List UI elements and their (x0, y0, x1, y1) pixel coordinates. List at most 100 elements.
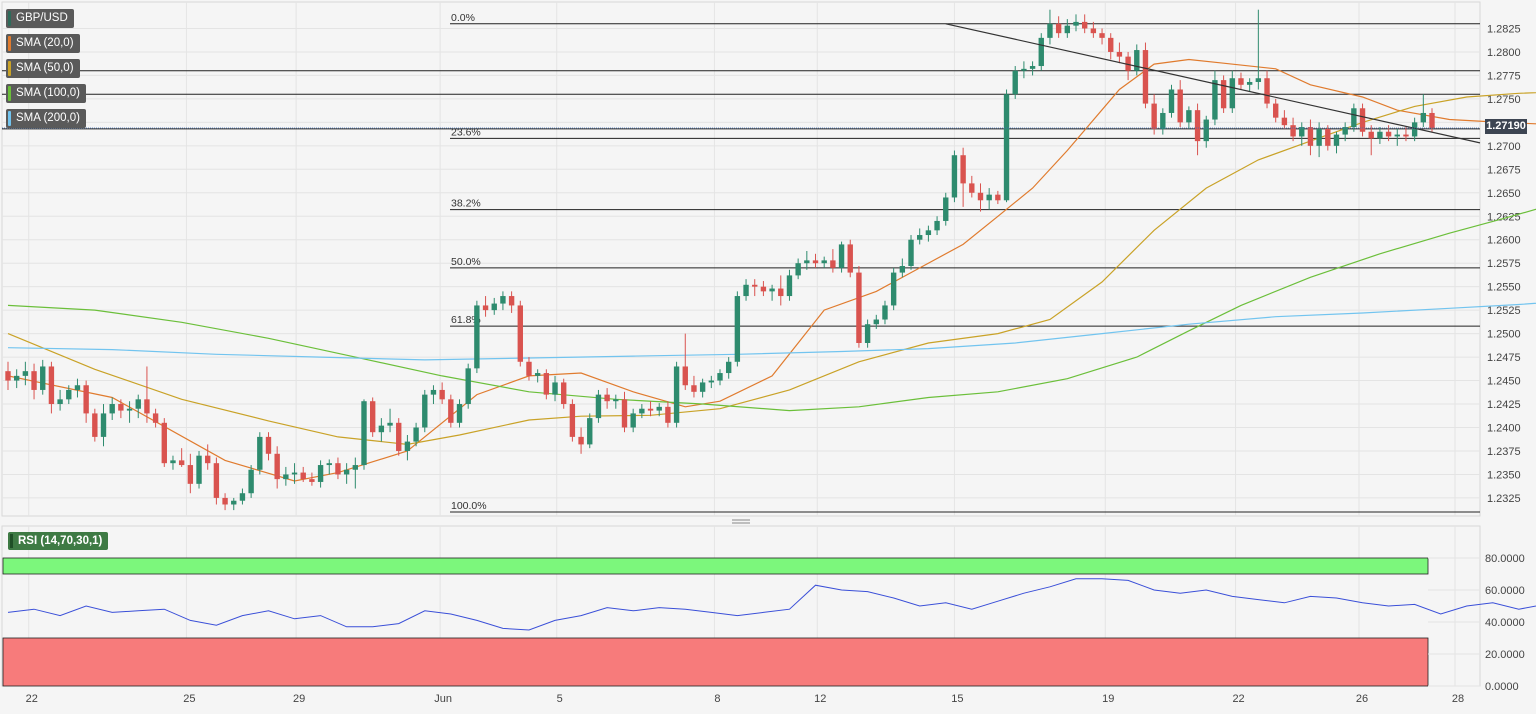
fibonacci-level-label: 38.2% (451, 198, 481, 210)
candle-body (1246, 81, 1253, 85)
candle-body (335, 463, 341, 475)
candle-body (1394, 134, 1400, 137)
candle-body (387, 422, 393, 426)
candle-body (856, 272, 862, 343)
candle-body (699, 382, 706, 392)
sma200-text: SMA (200,0) (16, 112, 80, 124)
fibonacci-level-label: 61.8% (451, 314, 481, 326)
candle-body (1299, 127, 1305, 137)
candle-body (1333, 134, 1340, 146)
candle-body (326, 463, 332, 466)
sma20-label[interactable]: SMA (20,0) (6, 34, 80, 53)
candle-body (734, 296, 741, 362)
candle-body (960, 155, 966, 184)
symbol-label[interactable]: GBP/USD (6, 9, 74, 28)
candle-body (369, 401, 376, 433)
candle-body (656, 406, 662, 411)
candle-body (569, 404, 576, 437)
y-tick-label: 1.2425 (1487, 399, 1521, 411)
candle-body (760, 286, 767, 292)
candle-body (743, 284, 749, 297)
candle-body (552, 382, 558, 395)
candle-body (231, 500, 237, 505)
candle-body (1116, 51, 1123, 57)
candle-body (752, 284, 758, 287)
candle-body (595, 394, 602, 419)
candle-body (578, 436, 584, 445)
candle-body (205, 455, 211, 464)
y-tick-label: 1.2650 (1487, 188, 1521, 200)
candle-body (517, 305, 523, 362)
candle-body (413, 427, 419, 442)
candle-body (456, 404, 463, 423)
candle-body (613, 399, 619, 402)
candle-body (769, 288, 775, 292)
candle-body (482, 305, 489, 311)
candle-body (847, 244, 853, 273)
y-tick-label: 1.2775 (1487, 70, 1521, 82)
candle-body (1212, 80, 1218, 120)
candle-body (795, 263, 801, 276)
candle-body (665, 406, 671, 423)
candle-body (48, 366, 55, 405)
candle-body (100, 413, 107, 437)
candle-body (404, 441, 411, 451)
candle-body (57, 399, 63, 405)
candle-body (1220, 80, 1227, 109)
y-tick-label: 1.2325 (1487, 493, 1521, 505)
candle-body (317, 465, 324, 482)
candle-body (1073, 21, 1079, 26)
candle-body (1125, 56, 1131, 71)
candle-body (248, 469, 254, 494)
x-tick-label: 29 (293, 693, 305, 705)
y-tick-label: 1.2800 (1487, 47, 1521, 59)
rsi-y-tick-label: 60.0000 (1485, 585, 1525, 597)
candle-body (378, 425, 385, 433)
candle-body (1238, 78, 1244, 85)
candle-body (170, 460, 176, 464)
candle-body (66, 389, 72, 400)
candle-body (534, 373, 541, 376)
candle-body (1090, 28, 1097, 34)
candle-body (1029, 66, 1036, 69)
candle-body (908, 239, 914, 267)
sma20-color-marker (8, 36, 11, 51)
sma20-text: SMA (20,0) (16, 37, 74, 49)
x-tick-label: 25 (183, 693, 195, 705)
sma200-label[interactable]: SMA (200,0) (6, 109, 86, 128)
candle-body (1403, 134, 1409, 137)
candle-body (682, 366, 688, 386)
candle-body (274, 453, 280, 480)
rsi-label[interactable]: RSI (14,70,30,1) (8, 532, 109, 550)
candle-body (630, 413, 636, 428)
y-tick-label: 1.2375 (1487, 446, 1521, 458)
y-tick-label: 1.2750 (1487, 94, 1521, 106)
fibonacci-level-label: 23.6% (451, 126, 481, 138)
candle-body (396, 422, 402, 451)
candle-body (786, 275, 793, 297)
candle-body (1264, 78, 1270, 104)
rsi-oversold-zone (2, 637, 1429, 687)
candle-body (439, 389, 445, 400)
fibonacci-level-label: 50.0% (451, 256, 481, 268)
candle-body (343, 469, 350, 475)
sma100-label[interactable]: SMA (100,0) (6, 84, 86, 103)
candle-body (448, 399, 454, 423)
candle-body (1351, 108, 1357, 128)
y-tick-label: 1.2600 (1487, 235, 1521, 247)
candle-body (31, 371, 37, 390)
candle-body (1194, 110, 1201, 142)
candle-body (118, 404, 124, 411)
x-tick-label: 22 (26, 693, 38, 705)
fibonacci-level-label: 0.0% (451, 12, 475, 24)
sma50-label[interactable]: SMA (50,0) (6, 59, 80, 78)
x-tick-label: 5 (557, 693, 563, 705)
candle-body (804, 260, 810, 264)
candle-body (561, 382, 567, 405)
candle-body (1108, 37, 1114, 52)
candle-body (178, 460, 185, 466)
candle-body (1055, 23, 1062, 34)
candle-body (300, 472, 306, 480)
